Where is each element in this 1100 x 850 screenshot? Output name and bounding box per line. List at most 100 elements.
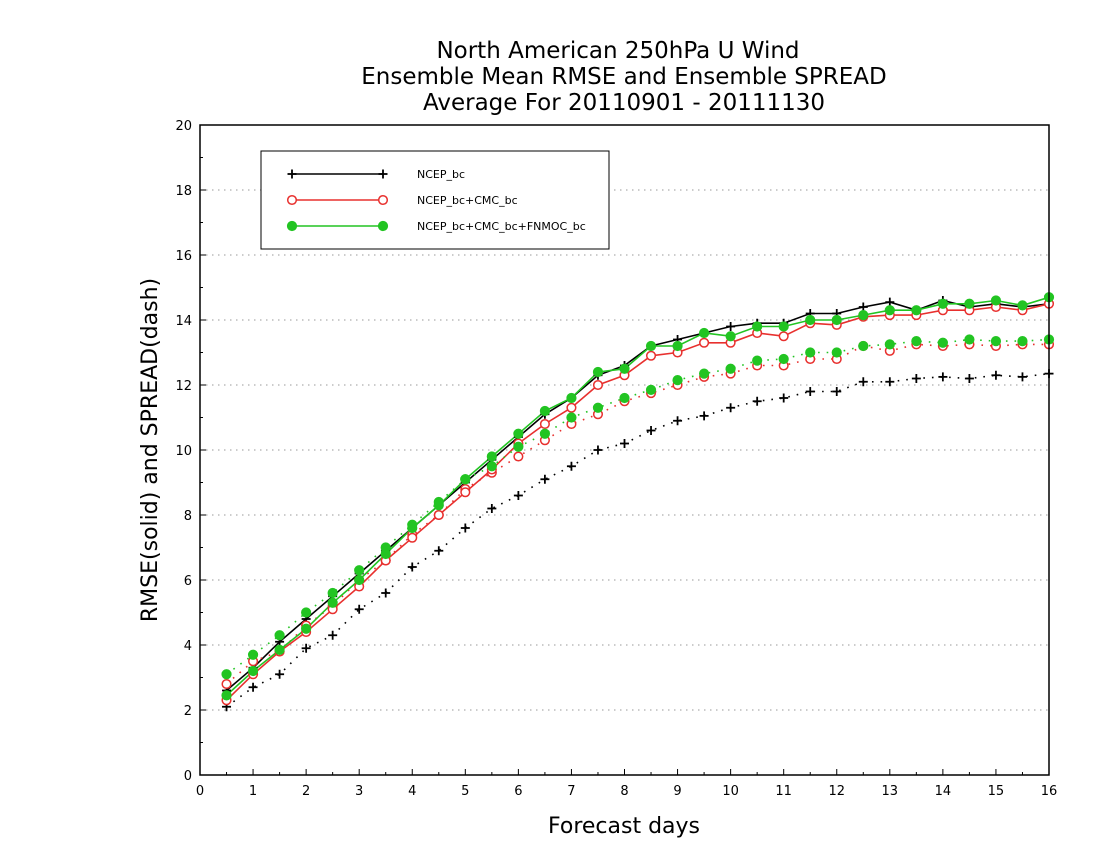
series-2-rmse-point — [911, 305, 922, 316]
series-2-rmse-point — [407, 522, 418, 534]
x-tick-label: 5 — [461, 784, 469, 799]
series-2-rmse-point — [884, 305, 895, 316]
series-0-spread-point — [938, 372, 948, 382]
series-2-rmse-point — [1017, 300, 1028, 311]
series-1-rmse-point — [592, 379, 604, 391]
series-2-spread-point — [964, 334, 975, 345]
series-0-spread-point — [328, 630, 338, 640]
series-2-spread-point — [354, 565, 365, 576]
series-2-rmse-point — [539, 405, 551, 417]
series-1-spread-line — [225, 343, 1049, 685]
series-2-spread-point — [884, 339, 895, 350]
x-tick-label: 12 — [828, 784, 845, 799]
x-tick-label: 15 — [988, 784, 1005, 799]
series-0-spread-point — [673, 416, 683, 426]
series-2-rmse-point — [672, 340, 683, 352]
series-2-rmse-point — [221, 690, 232, 701]
y-axis-label: RMSE(solid) and SPREAD(dash) — [138, 278, 163, 622]
legend-marker — [377, 220, 389, 232]
series-2-spread-point — [486, 461, 497, 472]
x-axis-label: Forecast days — [548, 814, 700, 839]
series-0-rmse-line — [225, 299, 1050, 692]
series-2-spread-line — [226, 338, 1050, 675]
series-2-rmse-point — [486, 451, 497, 462]
series-0-spread-point — [593, 445, 603, 455]
y-tick-label: 6 — [184, 574, 192, 589]
series-2-spread-point — [937, 337, 948, 348]
series-1-rmse-point — [539, 418, 550, 430]
series-2-spread-point — [247, 649, 259, 660]
series-2-spread-point — [725, 363, 736, 374]
chart-title-line-1: North American 250hPa U Wind — [436, 38, 799, 64]
legend-marker — [286, 220, 298, 232]
legend-marker — [287, 169, 297, 179]
x-tick-label: 14 — [935, 784, 952, 799]
y-tick-label: 0 — [184, 769, 192, 784]
y-tick-label: 14 — [175, 314, 192, 329]
series-2-rmse-point — [274, 644, 285, 655]
x-tick-label: 3 — [355, 784, 363, 799]
series-1-rmse-point — [645, 350, 657, 361]
y-tick-label: 4 — [184, 639, 192, 654]
legend-entries: NCEP_bc NCEP_bc+CMC_bc NCEP_bc+CMC_bc+FNMO… — [286, 168, 586, 233]
y-tick-label: 20 — [175, 119, 192, 134]
y-tick-label: 12 — [175, 379, 192, 394]
x-tick-label: 2 — [302, 784, 310, 799]
x-tick-label: 1 — [249, 784, 257, 799]
series-2-spread-point — [539, 428, 551, 439]
series-2-spread-point — [831, 347, 842, 358]
series-1-rmse-point — [407, 532, 418, 543]
series-2-rmse-point — [805, 314, 816, 326]
series-0-spread-point — [991, 370, 1001, 380]
series-0-spread-point — [885, 377, 895, 387]
series-1-rmse-line — [225, 303, 1050, 701]
series-0-rmse-point — [885, 297, 895, 307]
series-0-spread-point — [858, 377, 868, 387]
series-2-rmse-point — [831, 314, 842, 326]
series-2-spread-point — [513, 441, 524, 452]
series-2-spread-point — [778, 353, 789, 365]
series-0-spread-point — [301, 643, 311, 653]
legend-marker — [378, 169, 388, 179]
series-2-rmse-point — [619, 363, 630, 374]
series-2-rmse-point — [645, 340, 657, 352]
series-0-spread-point — [460, 523, 470, 533]
series-2-rmse-point — [247, 665, 259, 677]
chart-title-line-2: Ensemble Mean RMSE and Ensemble SPREAD — [361, 64, 886, 90]
series-0-spread-point — [434, 546, 444, 556]
series-2-spread-point — [858, 340, 869, 352]
series-0-spread-point — [911, 374, 921, 383]
series-2-spread-point — [1017, 336, 1028, 347]
series-2-rmse-line — [225, 296, 1050, 696]
series-0-spread-point — [513, 491, 523, 500]
x-tick-label: 16 — [1041, 784, 1058, 799]
series-0-spread-point — [566, 461, 576, 471]
series-0-spread-point — [832, 387, 842, 396]
series-0-spread-point — [381, 588, 391, 598]
series-2-rmse-point — [990, 295, 1002, 306]
series-2-rmse-point — [380, 548, 391, 560]
x-tick-label: 7 — [567, 784, 575, 799]
series-2-rmse-point — [778, 321, 789, 332]
x-tick-label: 4 — [408, 784, 416, 799]
grid-lines — [200, 189, 1049, 711]
x-tick-label: 0 — [196, 784, 204, 799]
y-tick-label: 2 — [184, 704, 192, 719]
series-2-rmse-point — [858, 310, 869, 321]
series-2-rmse-point — [327, 597, 338, 608]
series-0-spread-point — [620, 439, 629, 448]
series-1-rmse-point — [699, 337, 710, 348]
series-0-spread-point — [487, 504, 497, 513]
series-0-spread-point — [407, 562, 417, 572]
series-0-spread-point — [354, 604, 364, 614]
series-2-rmse-point — [354, 574, 365, 586]
series-0-rmse-point — [858, 302, 868, 312]
series-0-spread-point — [964, 374, 974, 383]
series-0-spread-line — [226, 372, 1050, 708]
series-1-rmse-point — [460, 487, 471, 498]
series-1-rmse-point — [433, 509, 444, 521]
series-0-spread-point — [779, 393, 789, 403]
series-2-rmse-point — [433, 500, 444, 511]
series-2-rmse-point — [460, 474, 471, 485]
